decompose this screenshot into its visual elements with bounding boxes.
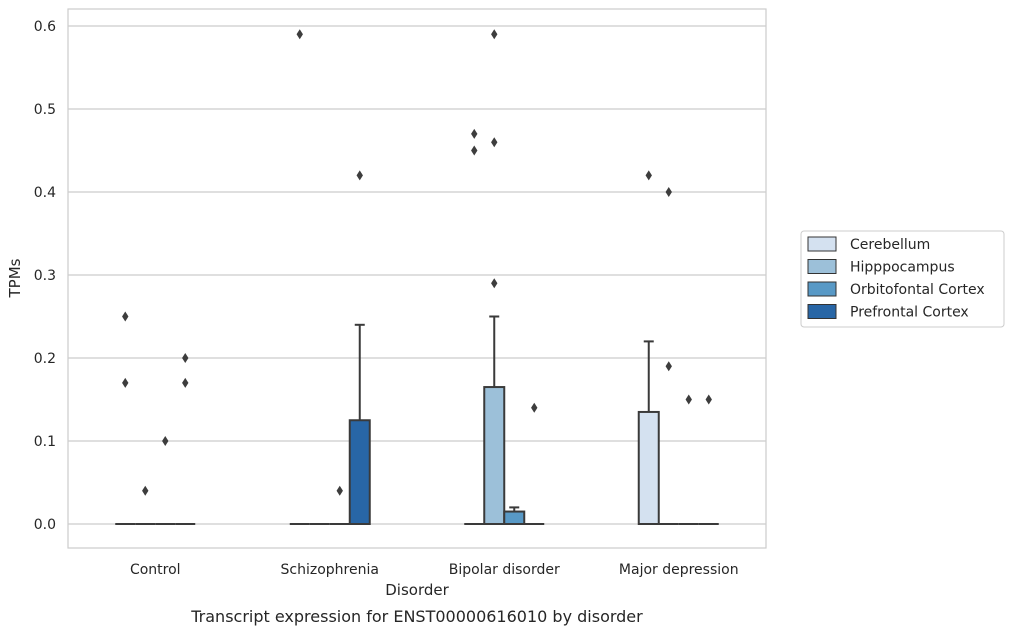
x-axis-label: Disorder	[385, 581, 449, 599]
box-group	[135, 485, 156, 525]
box-group	[483, 29, 506, 525]
outlier-point	[645, 170, 652, 181]
outlier-point	[182, 377, 189, 388]
outlier-point	[162, 436, 169, 446]
box-group	[289, 29, 310, 525]
plot-frame	[67, 8, 767, 549]
outlier-point	[471, 145, 478, 156]
outlier-point	[122, 311, 129, 322]
legend-label: Orbitofontal Cortex	[850, 282, 985, 298]
outlier-point	[356, 170, 363, 181]
box-group	[503, 506, 526, 525]
plot-content	[115, 29, 719, 526]
outlier-point	[685, 394, 692, 405]
outlier-point	[296, 29, 303, 40]
y-tick-label: 0.0	[34, 517, 56, 533]
legend-label: Hipppocampus	[850, 260, 955, 276]
box-group	[175, 353, 196, 525]
y-axis-label: TPMs	[6, 258, 24, 298]
box-group	[678, 394, 699, 525]
box-group	[464, 128, 485, 525]
outlier-point	[665, 361, 672, 372]
y-tick-label: 0.6	[34, 19, 56, 35]
box	[483, 386, 506, 525]
outlier-point	[336, 485, 343, 496]
box	[348, 419, 371, 525]
legend-label: Prefrontal Cortex	[850, 305, 969, 321]
legend-label: Cerebellum	[850, 237, 930, 253]
outlier-point	[665, 187, 672, 197]
outlier-point	[182, 353, 189, 363]
outlier-point	[122, 377, 129, 388]
outlier-point	[705, 394, 712, 405]
box-group	[698, 394, 719, 525]
y-axis-ticks: 0.0 0.1 0.2 0.3 0.4 0.5 0.6	[34, 19, 56, 533]
outlier-point	[142, 485, 149, 496]
outlier-point	[491, 29, 498, 40]
outlier-point	[491, 278, 498, 289]
y-tick-label: 0.5	[34, 102, 56, 118]
x-tick-label: Bipolar disorder	[449, 562, 560, 578]
box-group	[155, 436, 176, 525]
x-tick-label: Major depression	[619, 562, 739, 578]
box	[503, 510, 526, 525]
outlier-point	[531, 402, 538, 413]
legend-swatch	[807, 259, 837, 274]
outlier-point	[491, 137, 498, 148]
y-tick-label: 0.1	[34, 434, 56, 450]
legend-swatch	[807, 236, 837, 252]
y-tick-label: 0.2	[34, 351, 56, 367]
x-axis-ticks: Control Schizophrenia Bipolar disorder Majo…	[130, 562, 739, 578]
x-tick-label: Schizophrenia	[281, 562, 379, 578]
box-group	[637, 170, 660, 526]
box-group	[524, 402, 545, 525]
box-group	[348, 170, 371, 525]
legend-swatch	[807, 281, 837, 297]
x-tick-label: Control	[130, 562, 181, 578]
y-tick-label: 0.4	[34, 185, 56, 201]
legend: Cerebellum Hipppocampus Orbitofontal Corte…	[800, 230, 1005, 328]
figure-caption: Transcript expression for ENST0000061601…	[190, 607, 643, 626]
box-group	[115, 311, 136, 525]
box-group	[329, 485, 350, 525]
box-group	[658, 187, 679, 525]
outlier-point	[471, 128, 478, 139]
gridlines	[68, 25, 766, 525]
box	[637, 410, 660, 526]
legend-swatch	[807, 304, 837, 319]
legend-frame	[800, 230, 1005, 328]
y-tick-label: 0.3	[34, 268, 56, 284]
